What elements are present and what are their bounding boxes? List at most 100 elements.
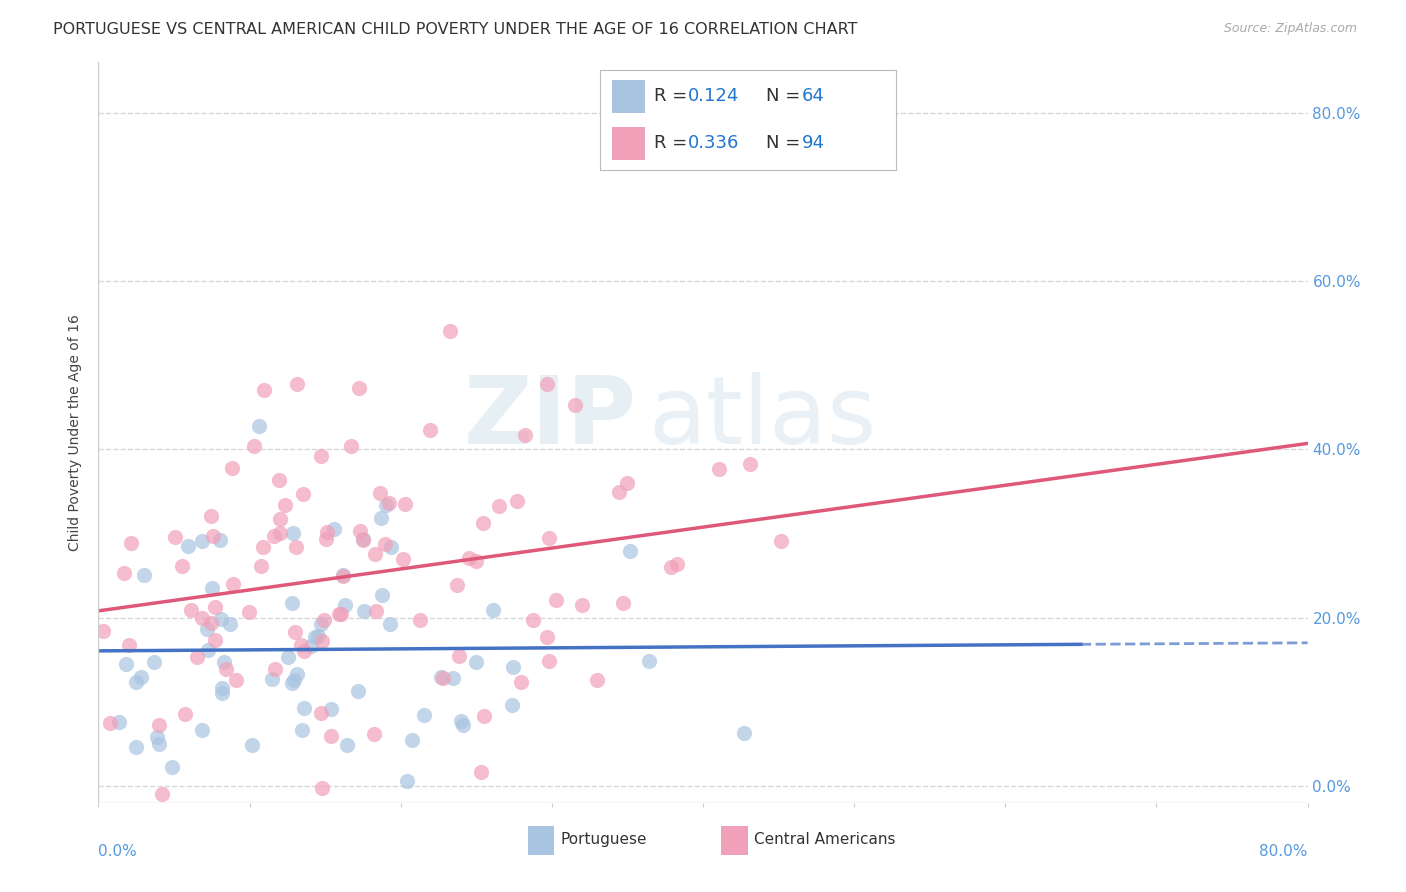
Point (252, 540, 274, 554)
FancyBboxPatch shape (721, 827, 748, 855)
Text: PORTUGUESE VS CENTRAL AMERICAN CHILD POVERTY UNDER THE AGE OF 16 CORRELATION CHA: PORTUGUESE VS CENTRAL AMERICAN CHILD POV… (53, 22, 858, 37)
Point (352, 533, 374, 548)
Point (269, 473, 291, 487)
Point (132, 568, 155, 582)
Point (173, 707, 195, 722)
Point (208, 533, 231, 547)
Point (441, 671, 464, 685)
Text: ZIP: ZIP (464, 372, 637, 464)
Point (571, 599, 593, 613)
Point (191, 723, 214, 737)
Point (287, 666, 309, 681)
Point (263, 529, 285, 543)
Point (120, 536, 142, 550)
Point (315, 532, 337, 546)
Point (394, 497, 416, 511)
Point (392, 552, 415, 566)
Point (449, 648, 471, 663)
Point (107, 714, 129, 729)
Point (564, 398, 586, 412)
Point (204, 600, 226, 615)
Point (292, 644, 315, 658)
Point (186, 650, 208, 665)
Point (370, 485, 392, 500)
Point (510, 675, 533, 690)
Point (446, 577, 468, 591)
Point (269, 512, 291, 526)
Point (148, 717, 170, 731)
Point (505, 493, 527, 508)
Point (332, 569, 354, 583)
Point (200, 616, 222, 631)
Point (118, 638, 141, 652)
Point (211, 686, 233, 700)
Point (191, 610, 214, 624)
Text: 0.0%: 0.0% (98, 844, 138, 858)
Point (195, 622, 218, 636)
Text: atlas: atlas (648, 372, 877, 464)
Point (409, 613, 432, 627)
Point (470, 765, 492, 780)
Point (240, 738, 263, 752)
Point (291, 723, 314, 737)
Point (129, 670, 152, 684)
Point (659, 560, 682, 574)
Point (316, 525, 339, 540)
Point (146, 730, 169, 744)
Point (353, 604, 375, 618)
Point (148, 738, 170, 752)
Point (522, 613, 544, 627)
Point (165, 530, 187, 544)
Point (98, 716, 121, 731)
Point (219, 617, 242, 632)
Point (607, 485, 630, 500)
Point (264, 662, 287, 676)
Point (501, 698, 523, 713)
Y-axis label: Child Poverty Under the Age of 16: Child Poverty Under the Age of 16 (69, 314, 83, 551)
Point (347, 684, 370, 698)
Point (242, 439, 264, 453)
Point (311, 634, 333, 648)
Point (536, 377, 558, 392)
Point (430, 669, 453, 683)
FancyBboxPatch shape (527, 827, 554, 855)
Point (314, 613, 336, 627)
Point (280, 675, 302, 690)
Point (707, 462, 730, 476)
Point (274, 498, 297, 512)
Point (401, 733, 423, 747)
Point (197, 643, 219, 657)
Point (309, 449, 332, 463)
Point (612, 596, 634, 610)
Point (364, 548, 387, 562)
Point (536, 631, 558, 645)
Point (309, 706, 332, 720)
Point (451, 718, 474, 732)
Point (202, 529, 225, 543)
Point (347, 381, 370, 395)
Point (374, 498, 396, 512)
Point (328, 607, 350, 621)
Point (112, 566, 135, 581)
Point (281, 597, 304, 611)
Point (215, 661, 238, 675)
Point (307, 629, 329, 643)
Text: Portuguese: Portuguese (561, 832, 647, 847)
Point (323, 522, 346, 536)
Point (277, 650, 299, 665)
Point (281, 525, 304, 540)
Point (204, 633, 226, 648)
Point (221, 460, 243, 475)
Point (544, 593, 567, 607)
Point (349, 524, 371, 539)
Point (292, 701, 315, 715)
Point (513, 428, 536, 442)
Point (212, 655, 235, 669)
Point (283, 624, 305, 639)
Point (733, 726, 755, 740)
Point (370, 588, 392, 602)
Point (191, 534, 214, 549)
Text: Central Americans: Central Americans (754, 832, 896, 847)
Point (124, 675, 146, 690)
Point (285, 377, 308, 392)
